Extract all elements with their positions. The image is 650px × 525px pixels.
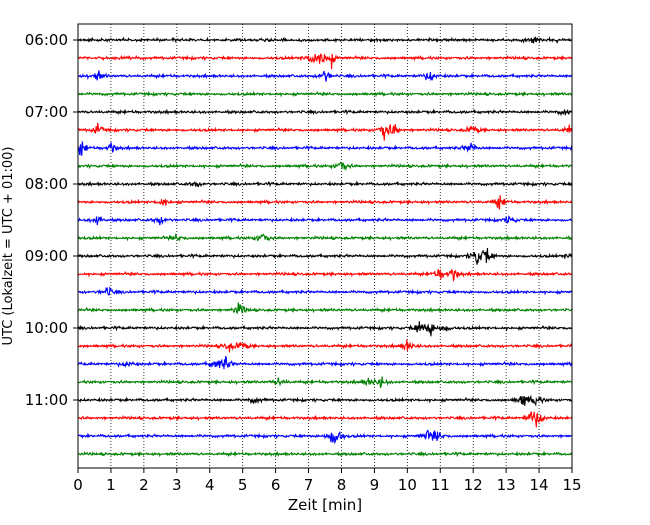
y-axis-ticks: 06:00 07:00 08:00 09:00 10:00 11:00 <box>25 31 78 409</box>
trace-line-0930 <box>77 286 573 296</box>
trace-line-1000 <box>77 321 573 337</box>
y-axis-label: UTC (Lokalzeit = UTC + 01:00) <box>1 147 16 346</box>
trace-line-0730 <box>77 141 573 156</box>
seismogram-traces <box>77 35 573 458</box>
x-tick-label: 2 <box>139 476 149 494</box>
trace-line-0845 <box>77 233 573 242</box>
trace-line-0630 <box>77 70 573 82</box>
x-tick-label: 14 <box>530 476 549 494</box>
x-tick-label: 4 <box>205 476 215 494</box>
y-tick-label: 10:00 <box>25 319 68 337</box>
trace-line-1115 <box>77 411 573 428</box>
x-tick-label: 9 <box>370 476 380 494</box>
trace-line-1145 <box>77 450 573 458</box>
x-tick-label: 0 <box>73 476 83 494</box>
x-axis-ticks: 0 1 2 3 4 5 6 7 8 9 10 11 12 13 14 15 <box>73 468 582 494</box>
x-tick-label: 6 <box>271 476 281 494</box>
x-tick-label: 7 <box>304 476 314 494</box>
trace-line-0830 <box>77 215 573 226</box>
trace-line-0745 <box>77 161 573 172</box>
trace-line-1130 <box>77 429 573 445</box>
x-tick-label: 10 <box>398 476 417 494</box>
x-tick-label: 13 <box>497 476 516 494</box>
trace-line-0700 <box>77 108 573 117</box>
x-tick-label: 11 <box>431 476 450 494</box>
trace-line-0945 <box>77 302 573 315</box>
y-tick-label: 06:00 <box>25 31 68 49</box>
trace-line-0600 <box>77 35 573 44</box>
trace-line-1100 <box>77 394 573 407</box>
x-tick-label: 12 <box>464 476 483 494</box>
x-tick-label: 5 <box>238 476 248 494</box>
x-axis-label: Zeit [min] <box>288 496 362 514</box>
plot-frame <box>77 23 573 469</box>
y-tick-label: 07:00 <box>25 103 68 121</box>
y-tick-label: 11:00 <box>25 391 68 409</box>
x-tick-label: 8 <box>337 476 347 494</box>
trace-line-0815 <box>77 195 573 210</box>
trace-line-0800 <box>77 180 573 188</box>
x-tick-label: 3 <box>172 476 182 494</box>
trace-line-1015 <box>77 339 573 353</box>
trace-line-0900 <box>77 248 573 265</box>
trace-line-0715 <box>77 122 573 141</box>
y-tick-label: 09:00 <box>25 247 68 265</box>
x-tick-label: 15 <box>562 476 581 494</box>
trace-line-0615 <box>77 53 573 70</box>
grid-lines <box>110 24 540 468</box>
trace-line-0645 <box>77 90 573 98</box>
trace-line-1045 <box>77 376 573 389</box>
trace-line-1030 <box>77 355 573 370</box>
trace-line-0915 <box>77 268 573 283</box>
y-tick-label: 08:00 <box>25 175 68 193</box>
x-tick-label: 1 <box>106 476 116 494</box>
